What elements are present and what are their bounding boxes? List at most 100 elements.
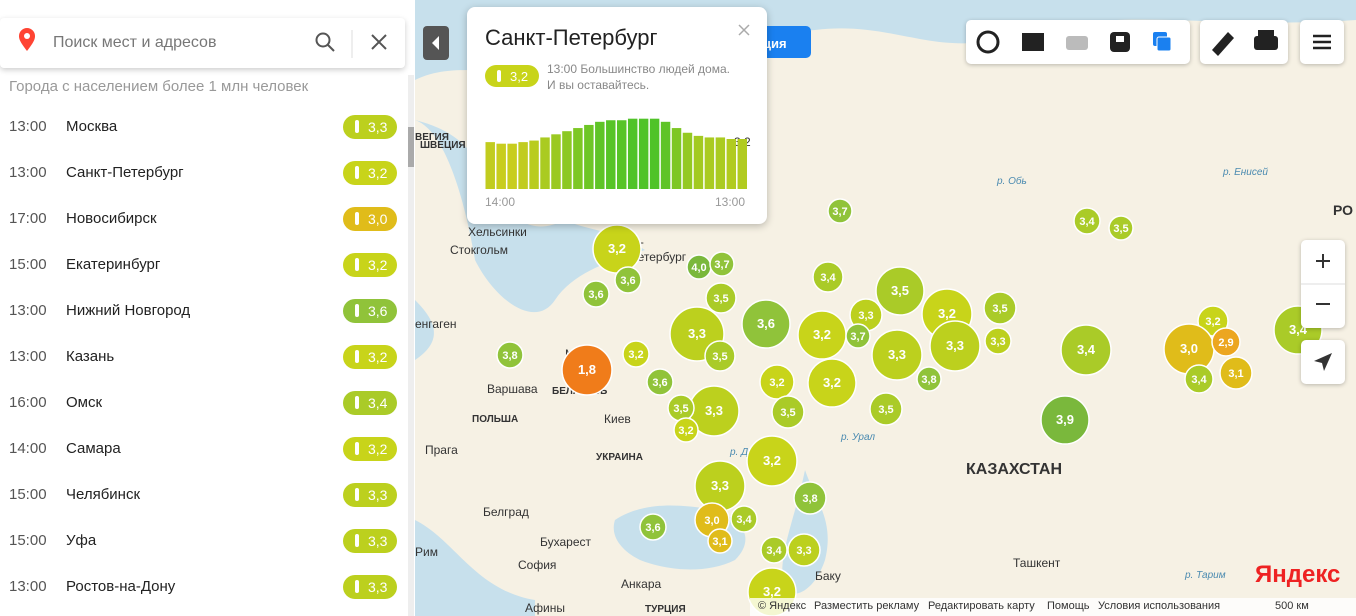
bubble-label: 3,2 (769, 377, 784, 389)
city-bubble[interactable]: 3,4 (1060, 324, 1112, 376)
city-bubble[interactable]: 3,2 (592, 224, 642, 274)
layer-icon[interactable] (976, 30, 1000, 54)
city-row[interactable]: 14:00 Самара 3,2 (0, 427, 405, 473)
bubble-label: 3,2 (763, 584, 781, 599)
city-bubble[interactable]: 3,1 (707, 528, 733, 554)
city-row[interactable]: 13:00 Санкт-Петербург 3,2 (0, 151, 405, 197)
tools-icons (1212, 30, 1278, 56)
print-icon[interactable] (1254, 36, 1278, 50)
map-label: ВЕГИЯ (415, 132, 449, 143)
person-icon (355, 580, 359, 593)
bubble-label: 3,2 (1205, 316, 1220, 328)
city-bubble[interactable]: 3,8 (916, 366, 942, 392)
popup-bar (704, 137, 715, 189)
city-bubble[interactable]: 3,2 (807, 358, 857, 408)
city-time: 15:00 (9, 486, 47, 503)
sidebar: Поиск мест и адресов Города с населением… (0, 0, 414, 616)
city-row[interactable]: 15:00 Уфа 3,3 (0, 519, 405, 565)
city-name: Уфа (66, 532, 97, 549)
city-row[interactable]: 13:00 Ростов-на-Дону 3,3 (0, 565, 405, 611)
city-bubble[interactable]: 3,5 (705, 282, 737, 314)
bubble-label: 3,5 (891, 283, 909, 298)
city-bubble[interactable]: 3,1 (1219, 356, 1253, 390)
bubble-label: 3,2 (608, 241, 626, 256)
city-bubble[interactable]: 3,5 (1108, 215, 1134, 241)
traffic-icon[interactable] (1066, 36, 1088, 50)
city-bubble[interactable]: 3,3 (871, 329, 923, 381)
city-bubble[interactable]: 1,8 (561, 344, 613, 396)
city-row[interactable]: 15:00 Екатеринбург 3,2 (0, 243, 405, 289)
city-popup: Санкт-Петербург 3,2 13:00 Большинство лю… (467, 7, 767, 224)
city-bubble[interactable]: 3,2 (673, 417, 699, 443)
city-bubble[interactable]: 3,2 (759, 364, 795, 400)
city-bubble[interactable]: 3,6 (639, 513, 667, 541)
menu-button[interactable] (1300, 20, 1344, 64)
city-bubble[interactable]: 3,6 (741, 299, 791, 349)
person-icon (355, 488, 359, 501)
clear-icon[interactable] (371, 34, 387, 50)
city-name: Ростов-на-Дону (66, 578, 176, 595)
city-bubble[interactable]: 3,6 (582, 280, 610, 308)
city-bubble[interactable]: 3,5 (704, 340, 736, 372)
city-bubble[interactable]: 3,7 (827, 198, 853, 224)
city-bubble[interactable]: 3,2 (797, 310, 847, 360)
popup-content: Санкт-Петербург 3,2 13:00 Большинство лю… (485, 24, 751, 209)
map-label: р. Тарим (1184, 570, 1226, 581)
city-bubble[interactable]: 3,8 (793, 481, 827, 515)
panorama-icon[interactable] (1022, 33, 1044, 51)
city-row[interactable]: 16:00 Омск 3,4 (0, 381, 405, 427)
city-bubble[interactable]: 3,3 (849, 298, 883, 332)
map-label: р. Обь (996, 175, 1027, 187)
city-bubble[interactable]: 3,4 (730, 505, 758, 533)
city-bubble[interactable]: 3,4 (760, 536, 788, 564)
popup-bar (671, 128, 682, 189)
city-bubble[interactable]: 3,5 (983, 291, 1017, 325)
city-row[interactable]: 13:00 Москва 3,3 (0, 105, 405, 151)
city-bubble[interactable]: 3,3 (694, 460, 746, 512)
footer-link: Условия использования (1098, 600, 1221, 612)
zoom-in[interactable] (1316, 254, 1330, 268)
city-bubble[interactable]: 3,5 (667, 394, 695, 422)
city-badge-value: 3,3 (368, 119, 388, 135)
city-row[interactable]: 13:00 Казань 3,2 (0, 335, 405, 381)
city-row[interactable]: 15:00 Челябинск 3,3 (0, 473, 405, 519)
city-bubble[interactable]: 3,3 (929, 320, 981, 372)
city-bubble[interactable]: 3,2 (622, 340, 650, 368)
city-bubble[interactable]: 3,4 (812, 261, 844, 293)
search-box[interactable]: Поиск мест и адресов (0, 18, 405, 68)
person-icon (355, 166, 359, 179)
city-bubble[interactable]: 3,7 (845, 323, 871, 349)
city-time: 14:00 (9, 440, 47, 457)
city-bubble[interactable]: 3,3 (984, 327, 1012, 355)
city-bubble[interactable]: 3,3 (688, 385, 740, 437)
city-bubble[interactable]: 3,6 (646, 368, 674, 396)
bubble-label: 3,4 (820, 272, 836, 284)
city-bubble[interactable]: 3,8 (496, 341, 524, 369)
city-bubble[interactable]: 3,7 (709, 251, 735, 277)
close-icon[interactable] (738, 24, 750, 36)
search-icons (19, 28, 387, 58)
city-bubble[interactable]: 3,6 (614, 266, 642, 294)
city-bubble[interactable]: 2,9 (1211, 327, 1241, 357)
city-bubble[interactable]: 3,4 (1184, 364, 1214, 394)
city-bubble[interactable]: 3,5 (875, 266, 925, 316)
ruler-icon[interactable] (1212, 32, 1234, 56)
city-bubble[interactable]: 4,0 (686, 254, 712, 280)
geolocation-button[interactable] (1301, 340, 1345, 384)
search-icon[interactable] (315, 32, 331, 48)
bubble-circle (1184, 364, 1214, 394)
bubble-label: 3,5 (712, 351, 727, 363)
city-row[interactable]: 13:00 Нижний Новгород 3,6 (0, 289, 405, 335)
city-bubble[interactable]: 3,5 (869, 392, 903, 426)
bubble-circle (639, 513, 667, 541)
city-bubble[interactable]: 3,5 (771, 395, 805, 429)
city-bubble[interactable]: 3,4 (1073, 207, 1101, 235)
bubble-label: 3,2 (678, 425, 693, 437)
city-bubble[interactable]: 3,9 (1040, 395, 1090, 445)
popup-title: Санкт-Петербург (485, 25, 658, 50)
city-row[interactable]: 17:00 Новосибирск 3,0 (0, 197, 405, 243)
city-bubble[interactable]: 3,3 (787, 533, 821, 567)
city-badge-value: 3,3 (368, 533, 388, 549)
city-bubble[interactable]: 3,2 (746, 435, 798, 487)
city-badge: 3,3 (343, 575, 397, 599)
